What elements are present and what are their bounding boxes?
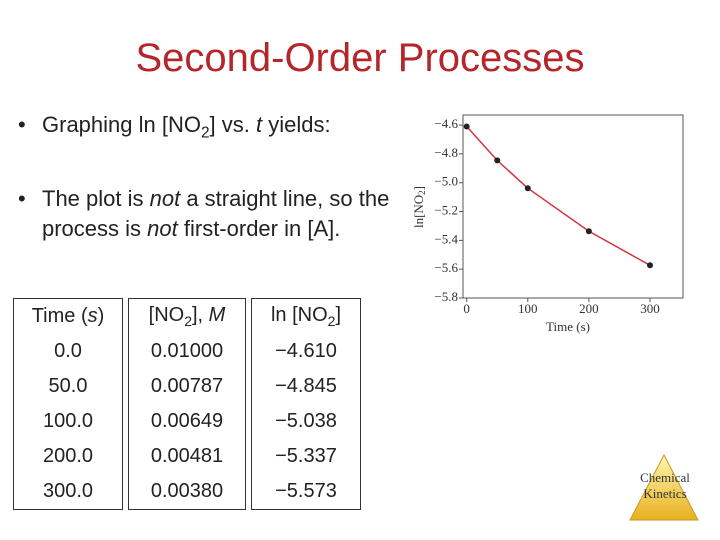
text: The plot is xyxy=(42,186,150,211)
x-tick-label: 100 xyxy=(518,301,538,316)
text: ln [NO xyxy=(270,304,328,326)
text: first-order in [A]. xyxy=(177,216,341,241)
subscript: 2 xyxy=(200,124,210,142)
table-cell: −5.337 xyxy=(251,439,361,474)
logo-text: Chemical xyxy=(640,470,690,485)
table-cell: 100.0 xyxy=(13,404,123,439)
y-tick-label: −4.6 xyxy=(434,116,458,131)
y-tick-label: −5.8 xyxy=(434,289,458,304)
x-tick-label: 0 xyxy=(463,301,470,316)
header-cell: [NO2], M xyxy=(128,298,246,334)
y-tick-label: −5.0 xyxy=(434,174,458,189)
plot-frame xyxy=(462,114,684,299)
subscript: 2 xyxy=(417,190,427,195)
table-cell: −5.573 xyxy=(251,474,361,510)
header-cell: ln [NO2] xyxy=(251,298,361,334)
table-row: 0.0 0.01000 −4.610 xyxy=(13,334,361,369)
table-cell: −4.845 xyxy=(251,369,361,404)
text: ln[NO xyxy=(411,195,426,228)
table-cell: 0.00481 xyxy=(128,439,246,474)
table-cell: 0.00787 xyxy=(128,369,246,404)
subscript: 2 xyxy=(184,313,192,329)
table-cell: −4.610 xyxy=(251,334,361,369)
x-tick-label: 300 xyxy=(640,301,660,316)
italic-text: not xyxy=(149,186,181,211)
table-cell: 50.0 xyxy=(13,369,123,404)
y-tick-label: −4.8 xyxy=(434,145,458,160)
data-point xyxy=(463,123,470,130)
data-point xyxy=(494,157,501,164)
italic-text: not xyxy=(147,216,178,241)
italic-text: M xyxy=(208,304,226,326)
bullet: Graphing ln [NO2] vs. t yields: xyxy=(18,110,402,148)
text: ) xyxy=(97,305,105,327)
table-cell: 0.00649 xyxy=(128,404,246,439)
text: [NO xyxy=(148,304,185,326)
logo-triangle xyxy=(629,453,699,521)
bullet: The plot is not a straight line, so the … xyxy=(18,184,402,244)
header-cell: Time (s) xyxy=(13,298,123,334)
data-line xyxy=(466,126,651,266)
header-row: Time (s) [NO2], M ln [NO2] xyxy=(13,298,361,334)
logo-text: Kinetics xyxy=(643,486,686,501)
table-cell: 0.00380 xyxy=(128,474,246,510)
subscript: 2 xyxy=(327,313,336,329)
table-row: 50.0 0.00787 −4.845 xyxy=(13,369,361,404)
table-row: 200.0 0.00481 −5.337 xyxy=(13,439,361,474)
data-point xyxy=(524,185,531,192)
x-tick-label: 200 xyxy=(579,301,599,316)
table-row: 100.0 0.00649 −5.038 xyxy=(13,404,361,439)
text: ], xyxy=(192,304,209,326)
text: ] vs. xyxy=(209,112,256,137)
text: yields: xyxy=(262,112,331,137)
slide-title: Second-Order Processes xyxy=(135,36,585,80)
table-cell: 200.0 xyxy=(13,439,123,474)
table-cell: 300.0 xyxy=(13,474,123,510)
y-tick-label: −5.6 xyxy=(434,260,458,275)
data-point xyxy=(585,228,592,235)
data-point xyxy=(647,262,653,269)
text: a straight line, so the process is xyxy=(42,186,390,241)
x-axis-label: Time (s) xyxy=(546,319,590,334)
data-table: Time (s) [NO2], M ln [NO2] 0.0 0.01000 −4.… xyxy=(8,298,366,510)
y-tick-label: −5.2 xyxy=(434,203,458,218)
table-cell: 0.0 xyxy=(13,334,123,369)
table-row: 300.0 0.00380 −5.573 xyxy=(13,474,361,510)
text: ] xyxy=(411,186,426,190)
text: Graphing ln [NO xyxy=(42,112,201,137)
text: Time ( xyxy=(31,305,88,327)
table-cell: 0.01000 xyxy=(128,334,246,369)
italic-text: s xyxy=(87,305,98,327)
y-tick-label: −5.4 xyxy=(434,231,458,246)
text: ] xyxy=(335,304,342,326)
table-cell: −5.038 xyxy=(251,404,361,439)
y-axis-label: ln[NO2] xyxy=(411,186,427,228)
italic-text: t xyxy=(255,112,263,137)
